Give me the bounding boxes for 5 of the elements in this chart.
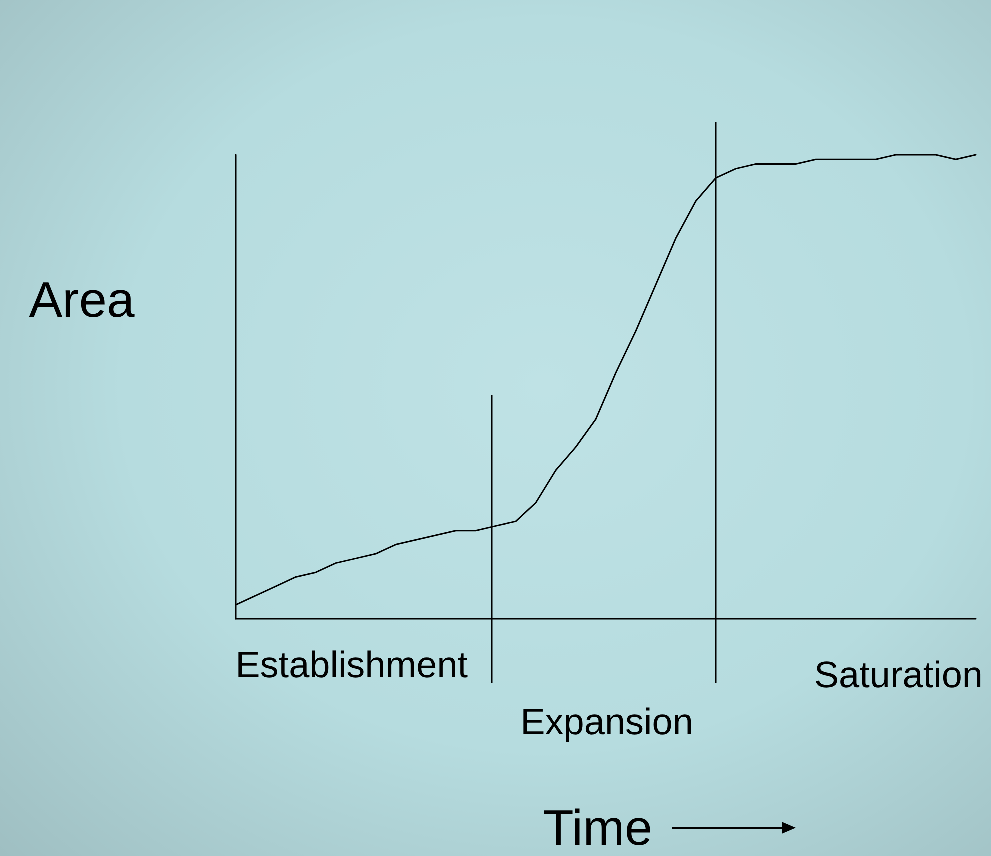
- y-axis-title: Area: [29, 272, 135, 328]
- text: Saturation: [814, 654, 983, 696]
- text: Establishment: [236, 644, 469, 686]
- x-axis-title: Time: [543, 800, 653, 856]
- text: Expansion: [520, 702, 694, 742]
